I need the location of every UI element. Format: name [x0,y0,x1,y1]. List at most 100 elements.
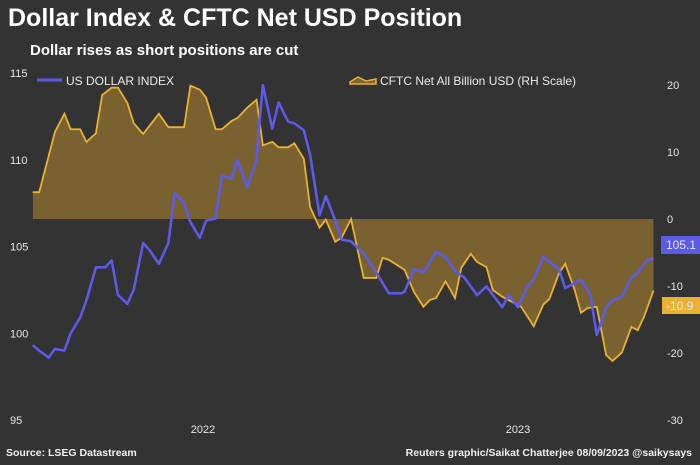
dxy-point [652,258,655,260]
y-right-tick-label: -20 [667,348,683,360]
cftc-point [549,298,550,300]
dxy-point [48,356,50,359]
dxy-end-value: 105.1 [666,238,696,252]
cftc-point [580,312,582,314]
source-note: Source: LSEG Datastream [6,447,137,459]
dxy-point [404,291,406,293]
dxy-point [293,122,295,124]
dxy-point [476,294,478,296]
cftc-point [334,241,336,243]
cftc-point [230,120,232,122]
cftc-end-label: -10.9 [662,297,700,314]
dxy-point [95,266,97,268]
dxy-point [54,348,56,350]
cftc-point [183,126,185,128]
y-left-tick-label: 115 [10,68,28,80]
cftc-point [429,299,431,301]
cftc-area-layer [32,85,654,361]
cftc-point [152,121,154,123]
y-left-tick-label: 95 [10,415,22,427]
cftc-point [423,306,424,308]
cftc-point [596,306,598,308]
cftc-point [454,297,456,299]
cftc-point [167,126,169,128]
cftc-point [303,158,305,160]
dxy-point [526,285,529,288]
dxy-point [79,317,81,319]
dxy-point [205,219,207,222]
dxy-point [215,218,217,220]
cftc-point [133,122,135,124]
cftc-point [508,299,510,301]
dxy-point [199,237,201,239]
dxy-point [507,294,510,296]
cftc-point [375,277,377,279]
cftc-point [350,218,352,220]
cftc-point [278,146,280,148]
cftc-point [388,259,390,261]
dxy-point [501,306,503,308]
y-left-tick-label: 100 [10,328,28,340]
cftc-point [287,146,289,148]
cftc-point [363,277,365,279]
dxy-point [334,219,336,222]
cftc-area [32,85,654,361]
dxy-point [167,242,169,244]
cftc-point [309,206,311,208]
legend-cftc-label: CFTC Net All Billion USD (RH Scale) [380,74,576,88]
cftc-point [533,325,535,327]
dxy-point [255,159,258,161]
cftc-point [293,142,295,144]
cftc-point [319,227,321,229]
dxy-point [388,292,390,294]
dxy-point [63,350,65,352]
dxy-point [429,261,431,263]
cftc-point [70,128,72,130]
cftc-point [341,237,343,239]
dxy-point [542,256,544,258]
dxy-point [158,263,160,265]
dxy-point [246,186,248,189]
cftc-end-value: -10.9 [666,299,694,313]
dxy-point [133,289,135,291]
dxy-point [126,303,128,305]
cftc-point [470,253,472,255]
y-left-tick-label: 105 [10,242,28,254]
cftc-point [45,167,46,169]
dxy-point [111,259,113,261]
dxy-point [32,344,34,346]
dxy-point [230,178,232,180]
dxy-point [271,127,273,130]
y-right-tick-label: 0 [667,214,673,226]
dxy-point [278,101,280,104]
cftc-point [574,289,576,291]
dxy-point [621,296,623,298]
cftc-point [445,280,447,282]
dxy-point [341,238,343,241]
line-layer [32,83,655,363]
cftc-point [63,113,65,115]
dxy-point [70,332,72,334]
legend-dxy-label: US DOLLAR INDEX [66,74,174,88]
cftc-point [413,291,415,293]
cftc-point [558,272,560,274]
cftc-point [158,113,160,115]
cftc-point [492,289,494,291]
y-right-tick-label: 10 [667,147,679,159]
cftc-point [382,257,384,259]
dxy-point [309,153,311,156]
cftc-point [605,354,607,356]
dxy-point [435,251,437,253]
dxy-point [596,334,598,336]
cftc-point [262,144,264,146]
dxy-point [183,202,185,204]
cftc-point [142,133,144,135]
dxy-point [325,195,327,197]
dxy-point [558,268,560,270]
dxy-point [517,306,519,308]
dxy-point [485,285,488,288]
dxy-point [589,294,592,296]
dxy-point [303,129,305,131]
cftc-point [215,128,217,130]
